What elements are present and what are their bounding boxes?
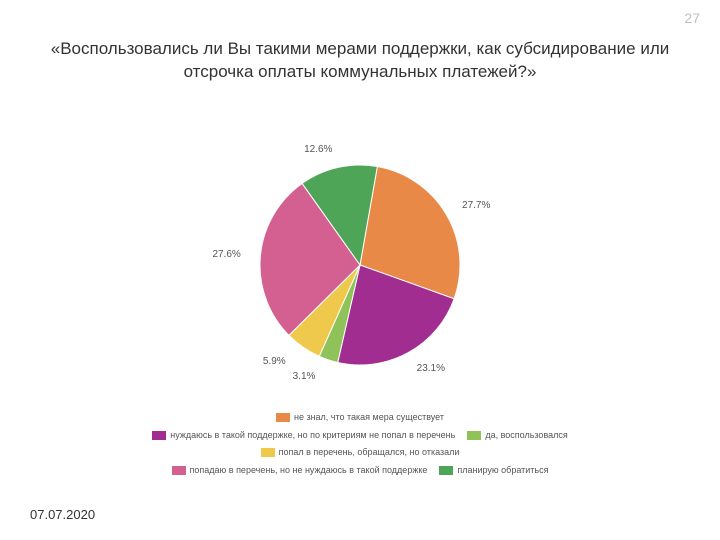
legend-label: да, воспользовался	[485, 429, 567, 443]
slice-label: 5.9%	[263, 356, 286, 367]
date-footer: 07.07.2020	[30, 507, 95, 522]
pie-svg	[150, 125, 570, 405]
legend-swatch	[261, 448, 275, 457]
legend: не знал, что такая мера существует нуждаю…	[150, 411, 570, 477]
pie-area: 27.7% 23.1% 3.1% 5.9% 27.6% 12.6%	[150, 125, 570, 405]
slice-label: 27.7%	[462, 200, 490, 211]
slice-label: 12.6%	[304, 144, 332, 155]
legend-label: попадаю в перечень, но не нуждаюсь в так…	[190, 464, 428, 478]
legend-label: попал в перечень, обращался, но отказали	[279, 446, 460, 460]
page-number: 27	[684, 10, 700, 26]
legend-label: планирую обратиться	[457, 464, 548, 478]
slice-label: 3.1%	[293, 371, 316, 382]
legend-item: попадаю в перечень, но не нуждаюсь в так…	[172, 464, 428, 478]
legend-item: да, воспользовался	[467, 429, 567, 443]
legend-swatch	[439, 466, 453, 475]
pie-chart: 27.7% 23.1% 3.1% 5.9% 27.6% 12.6% не знал, чт…	[0, 125, 720, 477]
slice-label: 23.1%	[417, 363, 445, 374]
legend-swatch	[467, 431, 481, 440]
page-title: «Воспользовались ли Вы такими мерами под…	[0, 38, 720, 84]
legend-item: не знал, что такая мера существует	[276, 411, 444, 425]
slice-label: 27.6%	[212, 249, 240, 260]
legend-item: нуждаюсь в такой поддержке, но по критер…	[152, 429, 455, 443]
legend-label: не знал, что такая мера существует	[294, 411, 444, 425]
legend-swatch	[276, 413, 290, 422]
legend-item: планирую обратиться	[439, 464, 548, 478]
legend-label: нуждаюсь в такой поддержке, но по критер…	[170, 429, 455, 443]
legend-swatch	[172, 466, 186, 475]
legend-item: попал в перечень, обращался, но отказали	[261, 446, 460, 460]
legend-swatch	[152, 431, 166, 440]
